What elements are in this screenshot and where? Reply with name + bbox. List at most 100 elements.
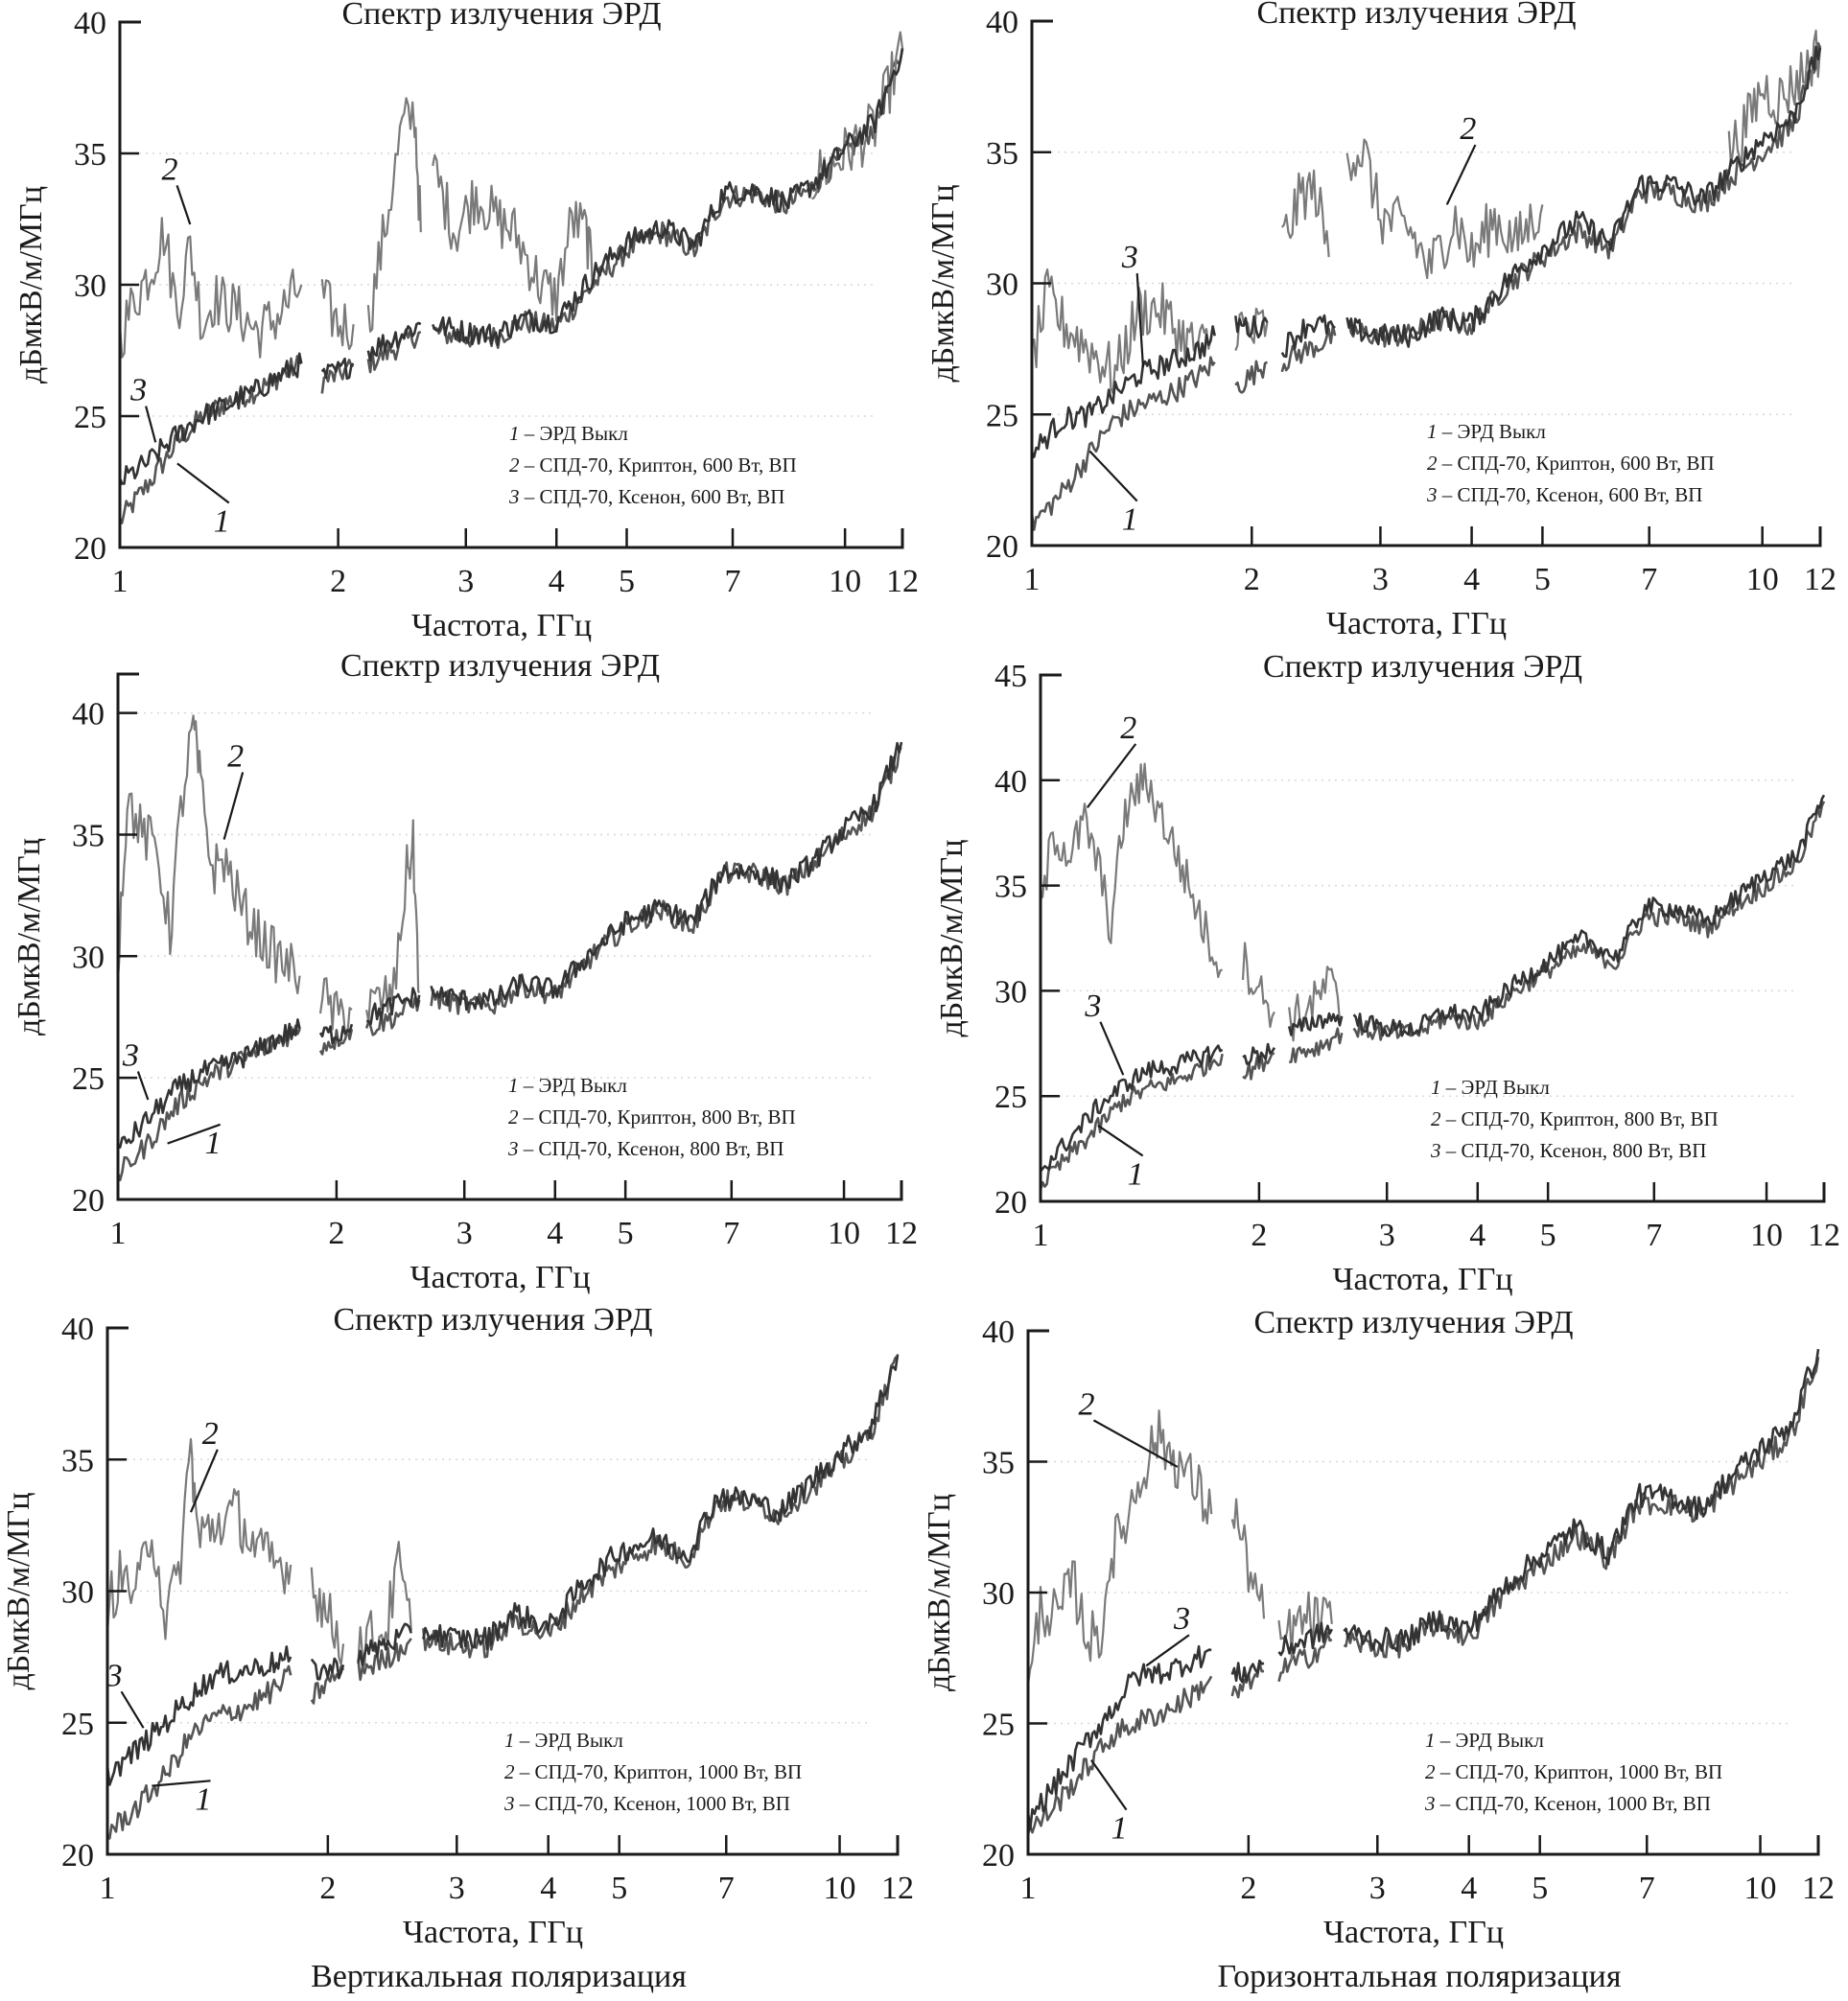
- series-3-segment: [1287, 1012, 1344, 1036]
- caption-vertical-polarization: Вертикальная поляризация: [311, 1959, 687, 1994]
- y-axis-title: дБмкВ/м/МГц: [1, 1492, 36, 1689]
- x-tick-label: 12: [1804, 562, 1836, 597]
- x-tick-label: 4: [1463, 562, 1480, 597]
- annotation-label: 2: [1460, 111, 1476, 147]
- y-tick-label: 35: [74, 137, 106, 173]
- series-3: [1030, 45, 1822, 458]
- x-tick-label: 10: [1750, 1218, 1783, 1253]
- x-tick-label: 4: [540, 1871, 556, 1906]
- annotation-label: 1: [1128, 1156, 1144, 1192]
- series-1-segment: [1242, 1052, 1275, 1081]
- series-3-segment: [118, 352, 303, 485]
- x-tick-label: 12: [885, 1216, 918, 1251]
- annotation-label: 2: [162, 151, 178, 187]
- annotation-curve-2: 2: [162, 151, 192, 225]
- annotation-label: 3: [1121, 240, 1138, 275]
- legend-number: 2: [504, 1760, 515, 1783]
- legend-label: – ЭРД Выкл: [1438, 420, 1546, 443]
- y-tick-label: 25: [986, 398, 1018, 433]
- x-tick-label: 3: [456, 1216, 473, 1251]
- y-axis-title: дБмкВ/м/МГц: [12, 838, 47, 1035]
- chart-title: Спектр излучения ЭРД: [341, 0, 661, 32]
- annotation-curve-3: 3: [1145, 1601, 1190, 1667]
- legend-label: – СПД-70, Ксенон, 600 Вт, ВП: [520, 485, 785, 508]
- caption-horizontal-polarization: Горизонтальная поляризация: [1218, 1959, 1622, 1994]
- legend-number: 3: [503, 1792, 515, 1815]
- x-tick-label: 4: [1469, 1218, 1485, 1253]
- y-axis-title: дБмкВ/м/МГц: [13, 186, 49, 384]
- annotation-leader-line: [167, 1123, 222, 1145]
- legend-item-3: 3 – СПД-70, Ксенон, 1000 Вт, ВП: [503, 1792, 790, 1815]
- x-tick-label: 5: [1534, 562, 1551, 597]
- annotation-leader-line: [1097, 1125, 1144, 1157]
- series-3-segment: [1277, 1621, 1333, 1657]
- x-tick-label: 3: [1369, 1871, 1386, 1906]
- y-axis-title: дБмкВ/м/МГц: [934, 839, 970, 1036]
- series-3-segment: [1345, 45, 1822, 348]
- annotation-leader-line: [1086, 743, 1137, 809]
- legend-item-1: 1 – ЭРД Выкл: [504, 1729, 623, 1752]
- x-tick-label: 1: [112, 564, 129, 599]
- series-3: [1026, 1348, 1820, 1830]
- x-tick-label: 10: [829, 564, 861, 599]
- y-tick-label: 20: [61, 1838, 94, 1873]
- legend-item-1: 1 – ЭРД Выкл: [1431, 1076, 1550, 1099]
- legend-label: – СПД-70, Ксенон, 1000 Вт, ВП: [1436, 1792, 1711, 1815]
- y-tick-label: 25: [61, 1707, 94, 1742]
- x-tick-label: 5: [1532, 1871, 1548, 1906]
- legend-label: – СПД-70, Криптон, 800 Вт, ВП: [1441, 1107, 1719, 1130]
- annotation-curve-3: 3: [105, 1658, 145, 1729]
- annotation-leader-line: [1090, 1759, 1128, 1811]
- series-3: [117, 741, 903, 1149]
- series-2-segment: [1241, 942, 1275, 1029]
- annotation-curve-3: 3: [1121, 240, 1145, 368]
- legend-label: – ЭРД Выкл: [515, 1729, 623, 1752]
- series-1: [1039, 801, 1826, 1191]
- x-tick-label: 10: [1744, 1871, 1777, 1906]
- series-2-segment: [1230, 1498, 1266, 1619]
- chart-title: Спектр излучения ЭРД: [340, 648, 660, 684]
- series-2-segment: [1026, 1409, 1213, 1686]
- legend-item-1: 1 – ЭРД Выкл: [509, 422, 628, 445]
- series-2-segment: [357, 1540, 412, 1669]
- legend-number: 3: [508, 485, 520, 508]
- series-2: [1031, 29, 1822, 394]
- annotation-label: 1: [1111, 1811, 1128, 1847]
- series-3-segment: [1352, 794, 1826, 1037]
- series-3-segment: [1026, 1644, 1212, 1830]
- y-tick-label: 30: [72, 940, 105, 975]
- annotation-leader-line: [152, 1780, 211, 1787]
- series-3: [105, 1354, 900, 1786]
- legend-label: – СПД-70, Ксенон, 1000 Вт, ВП: [515, 1792, 790, 1815]
- series-3-segment: [357, 1622, 413, 1667]
- annotation-label: 1: [1122, 502, 1138, 538]
- series-3-segment: [105, 1645, 292, 1786]
- legend-number: 2: [1425, 1760, 1436, 1783]
- series-1-segment: [1039, 1054, 1224, 1191]
- x-tick-label: 1: [1024, 562, 1041, 597]
- series-2-segment: [1345, 138, 1544, 280]
- x-tick-label: 7: [1639, 1871, 1655, 1906]
- legend-number: 1: [509, 422, 520, 445]
- legend-number: 2: [509, 454, 520, 477]
- series-1-segment: [1289, 1027, 1344, 1064]
- y-tick-label: 30: [994, 974, 1027, 1010]
- series-1-segment: [422, 1356, 899, 1659]
- series-1: [118, 48, 904, 524]
- legend-label: – СПД-70, Криптон, 800 Вт, ВП: [519, 1105, 796, 1128]
- y-tick-label: 35: [61, 1443, 94, 1478]
- x-tick-label: 10: [828, 1216, 860, 1251]
- series-3-segment: [1242, 1042, 1276, 1065]
- annotation-curve-2: 2: [1086, 710, 1137, 809]
- annotation-curve-2: 2: [1445, 111, 1476, 205]
- annotation-curve-1: 1: [1090, 1759, 1128, 1847]
- series-3-segment: [1343, 1348, 1820, 1652]
- series-2-segment: [105, 1437, 292, 1640]
- legend-label: – СПД-70, Ксенон, 800 Вт, ВП: [519, 1137, 784, 1160]
- series-3-segment: [117, 1018, 301, 1149]
- series-2: [116, 714, 421, 1036]
